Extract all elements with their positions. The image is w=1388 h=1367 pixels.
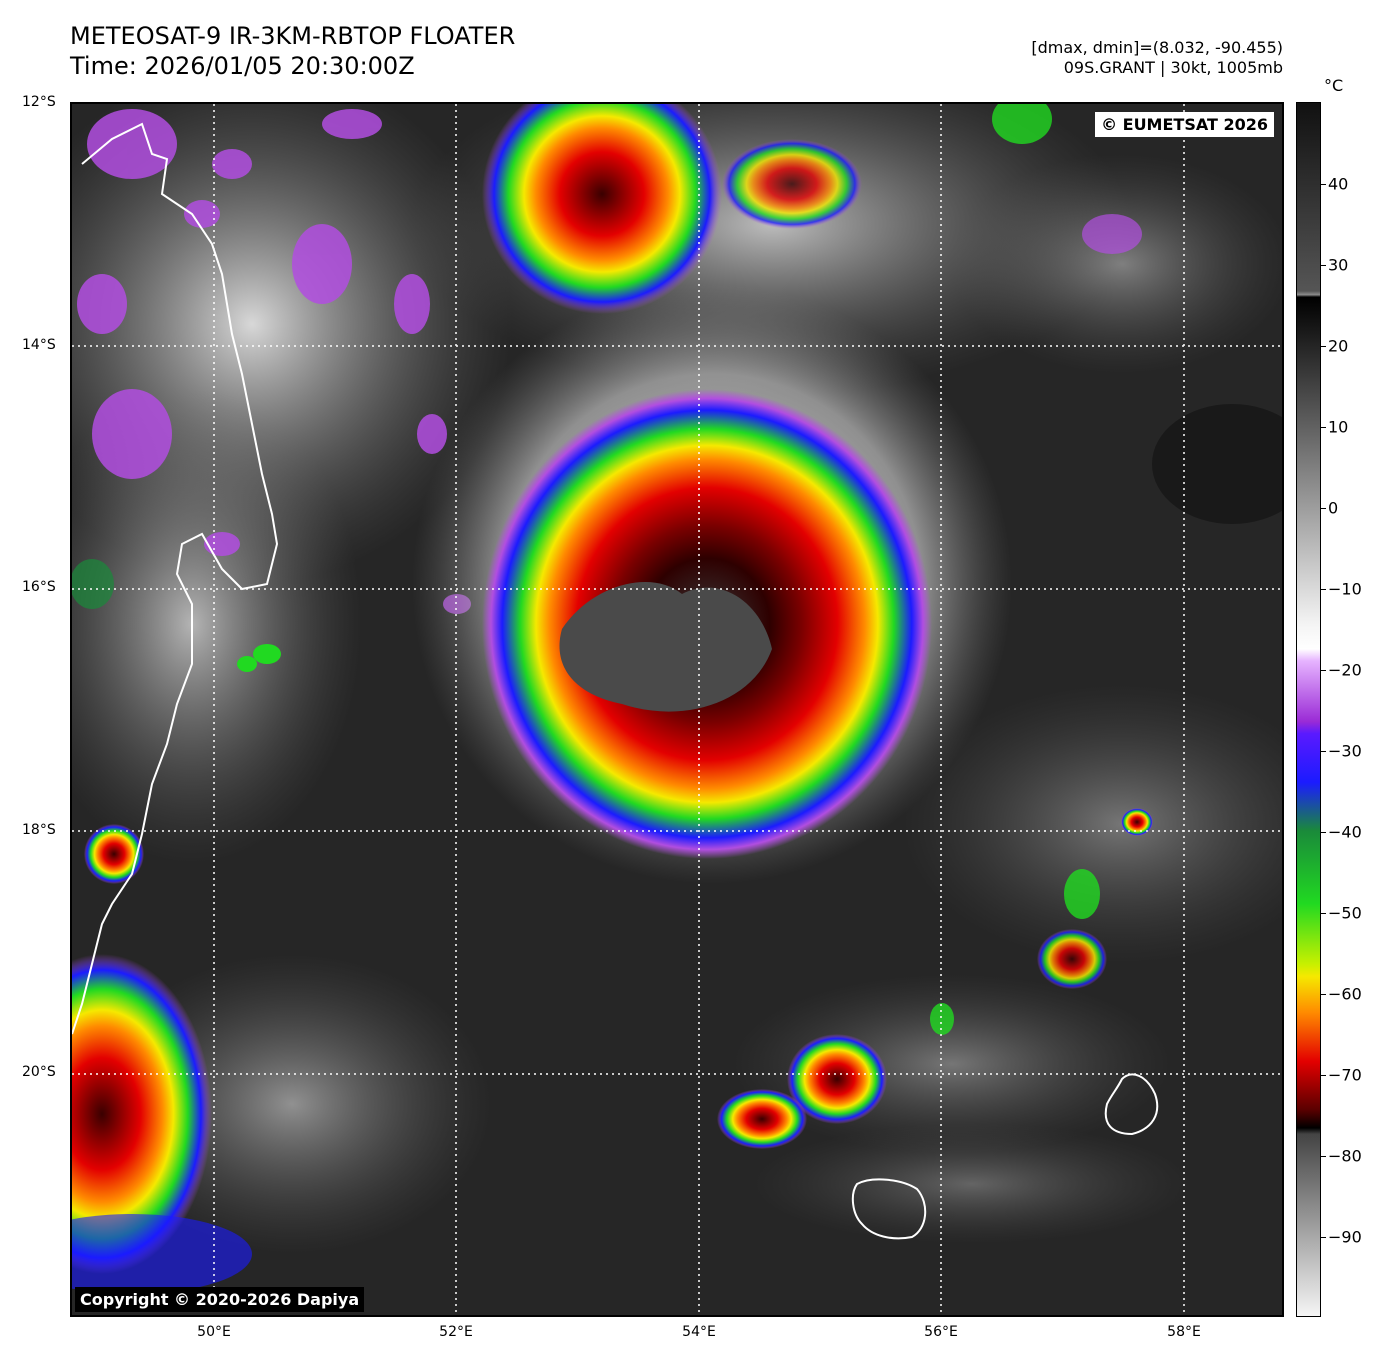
colorbar-tick: −40 [1328, 822, 1362, 842]
colorbar-tick: −70 [1328, 1065, 1362, 1085]
reunion-outline [851, 1178, 927, 1240]
lon-label: 58°E [1167, 1324, 1201, 1340]
coastal-cells [72, 559, 281, 1294]
lon-label: 52°E [439, 1324, 473, 1340]
lon-label: 50°E [197, 1324, 231, 1340]
valid-time: Time: 2026/01/05 20:30:00Z [70, 52, 415, 80]
colorbar-tick: −80 [1328, 1146, 1362, 1166]
lat-label: 14°S [22, 337, 56, 353]
colorbar-tick: −10 [1328, 579, 1362, 599]
lat-label: 16°S [22, 579, 56, 595]
storm-info-text: 09S.GRANT | 30kt, 1005mb [1063, 58, 1283, 77]
colorbar-tick: −60 [1328, 984, 1362, 1004]
copyright-badge: Copyright © 2020-2026 Dapiya [75, 1287, 365, 1312]
satellite-map: © EUMETSAT 2026 Copyright © 2020-2026 Da… [70, 102, 1284, 1317]
lon-label: 56°E [924, 1324, 958, 1340]
lat-label: 12°S [22, 94, 56, 110]
colorbar-gradient [1297, 103, 1320, 1316]
colorbar-tick: 30 [1328, 255, 1349, 275]
colorbar-tick: −90 [1328, 1227, 1362, 1247]
eumetsat-badge: © EUMETSAT 2026 [1095, 112, 1274, 137]
map-canvas [72, 104, 1282, 1315]
scattered-convection [77, 109, 471, 614]
lon-label: 54°E [682, 1324, 716, 1340]
colorbar-unit: °C [1324, 76, 1344, 95]
southeast-cells [717, 214, 1153, 1149]
lat-label: 20°S [22, 1064, 56, 1080]
colorbar-tick: 10 [1328, 417, 1349, 437]
colorbar-tick: 20 [1328, 336, 1349, 356]
data-range-text: [dmax, dmin]=(8.032, -90.455) [1031, 38, 1283, 57]
graticule [72, 104, 1282, 1315]
product-title: METEOSAT-9 IR-3KM-RBTOP FLOATER [70, 22, 516, 50]
colorbar [1296, 102, 1321, 1317]
colorbar-tick: −30 [1328, 741, 1362, 761]
colorbar-tick: 40 [1328, 174, 1349, 194]
lat-label: 18°S [22, 822, 56, 838]
northern-convection [482, 104, 1052, 314]
colorbar-tick: −20 [1328, 660, 1362, 680]
colorbar-tick: −50 [1328, 903, 1362, 923]
colorbar-tick: 0 [1328, 498, 1339, 518]
storm-grant-cloud [412, 284, 1012, 884]
mauritius-outline [1104, 1073, 1159, 1136]
